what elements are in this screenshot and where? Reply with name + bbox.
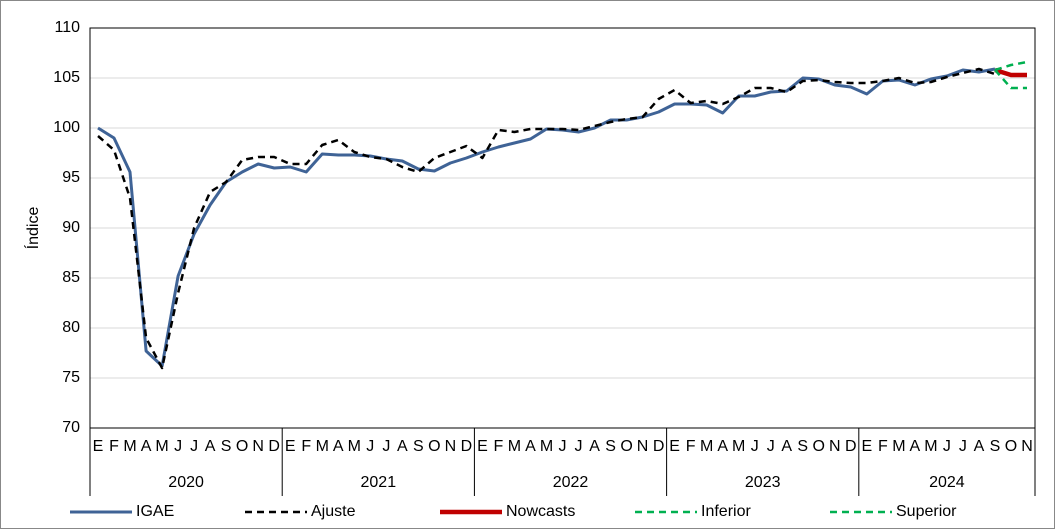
x-tick-label: J — [751, 438, 759, 455]
x-tick-label: A — [205, 438, 216, 455]
legend-label: Nowcasts — [506, 503, 575, 520]
x-tick-label: M — [700, 438, 713, 455]
x-tick-label: J — [959, 438, 967, 455]
x-tick-label: S — [605, 438, 616, 455]
x-tick-label: E — [93, 438, 104, 455]
legend-label: IGAE — [136, 503, 174, 520]
x-tick-label: F — [301, 438, 311, 455]
y-tick-label: 110 — [54, 19, 80, 36]
x-tick-label: S — [797, 438, 808, 455]
year-label: 2023 — [745, 474, 781, 491]
x-tick-label: O — [1005, 438, 1017, 455]
x-tick-label: J — [575, 438, 583, 455]
x-tick-label: F — [494, 438, 504, 455]
x-tick-label: J — [366, 438, 374, 455]
x-tick-label: A — [141, 438, 152, 455]
x-tick-label: D — [845, 438, 857, 455]
x-tick-label: S — [413, 438, 424, 455]
x-tick-label: M — [348, 438, 361, 455]
x-tick-label: M — [123, 438, 136, 455]
x-tick-label: D — [653, 438, 665, 455]
x-tick-label: A — [333, 438, 344, 455]
x-tick-label: J — [382, 438, 390, 455]
x-tick-label: E — [861, 438, 872, 455]
y-tick-label: 100 — [53, 119, 80, 136]
year-label: 2020 — [168, 474, 204, 491]
y-tick-label: 95 — [62, 169, 80, 186]
x-tick-label: J — [943, 438, 951, 455]
x-tick-label: J — [559, 438, 567, 455]
y-tick-label: 85 — [62, 269, 80, 286]
x-tick-label: M — [732, 438, 745, 455]
x-tick-label: N — [637, 438, 649, 455]
y-tick-label: 80 — [62, 319, 80, 336]
x-tick-label: S — [221, 438, 232, 455]
x-tick-label: E — [285, 438, 296, 455]
x-tick-label: F — [878, 438, 888, 455]
year-label: 2022 — [553, 474, 589, 491]
x-tick-label: A — [910, 438, 921, 455]
y-tick-label: 105 — [53, 69, 80, 86]
legend-label: Inferior — [701, 503, 751, 520]
x-tick-label: A — [397, 438, 408, 455]
x-tick-label: A — [525, 438, 536, 455]
x-tick-label: N — [1021, 438, 1033, 455]
legend-label: Superior — [896, 503, 957, 520]
x-tick-label: J — [767, 438, 775, 455]
x-tick-label: E — [669, 438, 680, 455]
x-tick-label: D — [268, 438, 280, 455]
year-label: 2021 — [361, 474, 397, 491]
x-tick-label: O — [428, 438, 440, 455]
x-tick-label: M — [316, 438, 329, 455]
year-label: 2024 — [929, 474, 965, 491]
x-tick-label: A — [589, 438, 600, 455]
x-tick-label: J — [190, 438, 198, 455]
x-tick-label: A — [781, 438, 792, 455]
y-tick-label: 90 — [62, 219, 80, 236]
y-axis-label: Índice — [23, 207, 42, 250]
series-line — [994, 60, 1028, 72]
x-tick-label: M — [924, 438, 937, 455]
series-line — [994, 69, 1027, 90]
x-tick-label: A — [974, 438, 985, 455]
x-tick-label: D — [461, 438, 473, 455]
series-line — [97, 67, 996, 370]
x-tick-label: N — [252, 438, 264, 455]
y-tick-label: 75 — [62, 369, 80, 386]
x-tick-label: O — [620, 438, 632, 455]
x-tick-label: O — [813, 438, 825, 455]
x-tick-label: M — [892, 438, 905, 455]
legend-label: Ajuste — [311, 503, 356, 520]
x-tick-label: F — [686, 438, 696, 455]
x-tick-label: S — [990, 438, 1001, 455]
x-tick-label: A — [717, 438, 728, 455]
series-line — [97, 67, 996, 368]
x-tick-label: F — [109, 438, 119, 455]
y-tick-label: 70 — [62, 419, 80, 436]
x-tick-label: N — [445, 438, 457, 455]
x-tick-label: E — [477, 438, 488, 455]
x-tick-label: O — [236, 438, 248, 455]
x-tick-label: N — [829, 438, 841, 455]
x-tick-label: J — [174, 438, 182, 455]
x-tick-label: M — [540, 438, 553, 455]
plot-border — [89, 27, 1036, 429]
series-line — [994, 67, 1027, 78]
x-tick-label: M — [508, 438, 521, 455]
x-tick-label: M — [155, 438, 168, 455]
